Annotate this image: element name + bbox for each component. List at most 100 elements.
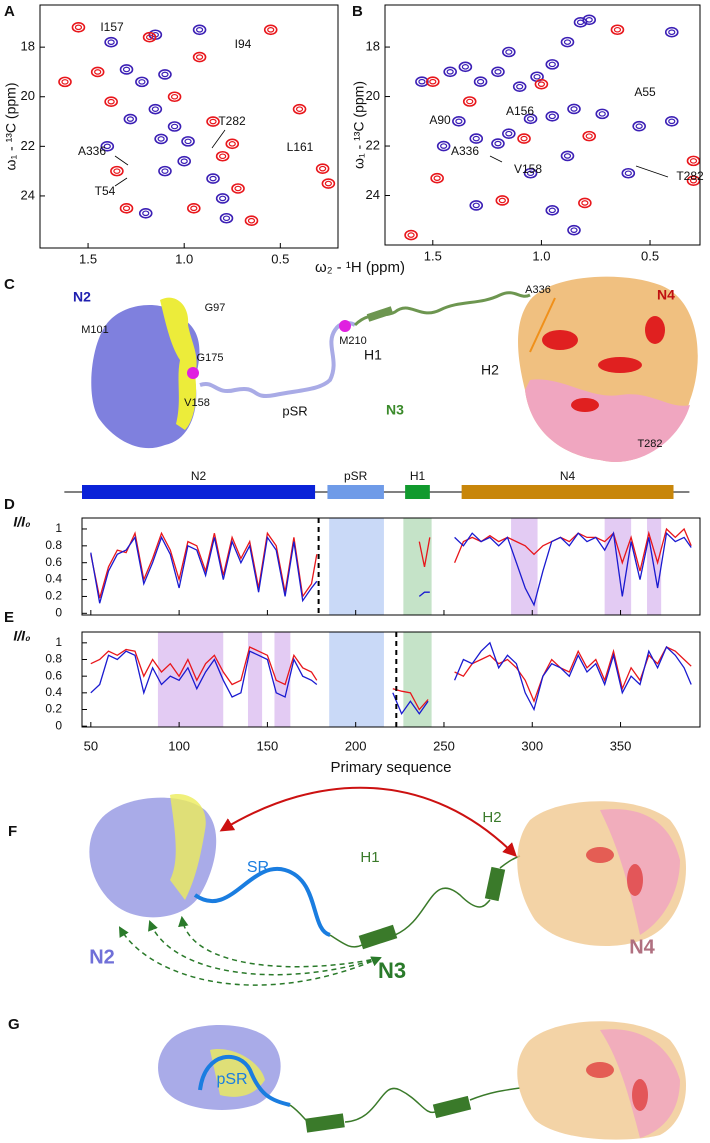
peak-contour bbox=[505, 49, 513, 55]
peak-contour bbox=[122, 66, 131, 73]
peak bbox=[502, 128, 516, 139]
panel-label: B bbox=[352, 3, 363, 20]
peak bbox=[158, 165, 172, 177]
y-axis-label: ω₁ - ¹³C (ppm) bbox=[3, 83, 19, 171]
y-tick-label: 0.4 bbox=[45, 572, 62, 586]
peak-contour bbox=[161, 168, 169, 174]
peak-contour bbox=[219, 195, 227, 202]
peak bbox=[219, 212, 234, 224]
peak-contour bbox=[142, 210, 150, 217]
shaded-region bbox=[329, 518, 384, 615]
peak-contour bbox=[138, 79, 146, 85]
plot-frame bbox=[384, 4, 701, 246]
peak-contour bbox=[267, 26, 275, 33]
panel-g-diagram bbox=[158, 1021, 687, 1140]
leader-line bbox=[489, 155, 503, 163]
n4-patch bbox=[598, 357, 642, 373]
shaded-region bbox=[274, 632, 291, 727]
peak bbox=[206, 173, 220, 184]
peak-contour bbox=[234, 185, 242, 192]
peak bbox=[142, 31, 157, 43]
peak bbox=[462, 96, 477, 107]
peak bbox=[138, 207, 153, 219]
structure-label: V158 bbox=[184, 397, 210, 409]
peak-contour bbox=[472, 202, 480, 209]
peak bbox=[582, 14, 597, 26]
peak bbox=[119, 64, 134, 75]
peak-label: L161 bbox=[287, 140, 314, 154]
peak bbox=[458, 61, 473, 73]
peak bbox=[610, 24, 625, 36]
peak-contour bbox=[209, 175, 217, 182]
diagram-label: H1 bbox=[360, 849, 379, 866]
peak-contour bbox=[433, 175, 441, 181]
y-tick-label: 18 bbox=[21, 39, 35, 54]
peak bbox=[215, 150, 230, 162]
peak-label: A336 bbox=[451, 144, 479, 158]
x-tick-label: 1.5 bbox=[424, 248, 442, 263]
shaded-region bbox=[329, 632, 384, 727]
peak bbox=[192, 24, 207, 36]
interaction-arrow bbox=[178, 915, 381, 968]
peak-contour bbox=[418, 78, 426, 85]
peak bbox=[560, 150, 575, 162]
structure-label: A336 bbox=[525, 284, 551, 296]
peak-contour bbox=[585, 133, 593, 139]
peak-contour bbox=[113, 168, 121, 174]
peak-contour bbox=[222, 215, 231, 222]
peak bbox=[71, 22, 86, 33]
peak-contour bbox=[295, 106, 304, 112]
x-tick-label: 150 bbox=[257, 738, 279, 753]
peak bbox=[545, 205, 560, 216]
peak bbox=[177, 155, 191, 167]
data-line bbox=[90, 531, 692, 607]
peak-contour bbox=[537, 81, 546, 87]
panel-label: F bbox=[8, 823, 17, 840]
peak bbox=[595, 108, 610, 120]
data-line bbox=[90, 641, 692, 716]
domain-box bbox=[405, 485, 430, 499]
structure-label: H2 bbox=[481, 362, 499, 378]
peak-label: V158 bbox=[514, 162, 542, 176]
peak bbox=[135, 76, 149, 88]
peak bbox=[567, 224, 581, 236]
y-tick-label: 0.2 bbox=[45, 702, 62, 716]
peak bbox=[148, 103, 163, 115]
peak bbox=[582, 130, 597, 142]
peak-contour bbox=[548, 113, 556, 120]
peak-contour bbox=[180, 158, 188, 165]
peak bbox=[187, 203, 201, 214]
peak-contour bbox=[209, 118, 217, 125]
plot-frame bbox=[39, 4, 339, 249]
shaded-region bbox=[511, 518, 538, 615]
residue-sphere bbox=[187, 367, 199, 379]
panel-label: D bbox=[4, 496, 15, 513]
peak-contour bbox=[219, 153, 227, 160]
peak-contour bbox=[161, 71, 169, 78]
peak-contour bbox=[446, 69, 454, 75]
peak-contour bbox=[526, 170, 535, 177]
peak bbox=[123, 113, 138, 125]
peak-contour bbox=[668, 118, 676, 125]
plot-frame bbox=[81, 631, 701, 728]
peak-label: T54 bbox=[95, 184, 116, 198]
y-tick-label: 24 bbox=[21, 187, 35, 202]
peak bbox=[104, 36, 118, 48]
structure-label: H1 bbox=[364, 347, 382, 363]
peak bbox=[158, 69, 172, 80]
peak-contour bbox=[505, 130, 513, 137]
n4-patch bbox=[586, 847, 614, 863]
y-axis-label: I/I₀ bbox=[13, 514, 31, 530]
helix bbox=[366, 306, 394, 322]
peak bbox=[415, 76, 429, 88]
y-tick-label: 20 bbox=[21, 88, 35, 103]
peak-contour bbox=[689, 158, 698, 164]
peak bbox=[686, 155, 700, 167]
peak-contour bbox=[520, 135, 528, 142]
peak bbox=[436, 140, 451, 152]
structure-label: N4 bbox=[657, 287, 675, 303]
peak bbox=[244, 215, 259, 227]
pointer bbox=[529, 297, 556, 353]
n3-chain bbox=[353, 291, 531, 327]
peak-contour bbox=[94, 69, 102, 75]
